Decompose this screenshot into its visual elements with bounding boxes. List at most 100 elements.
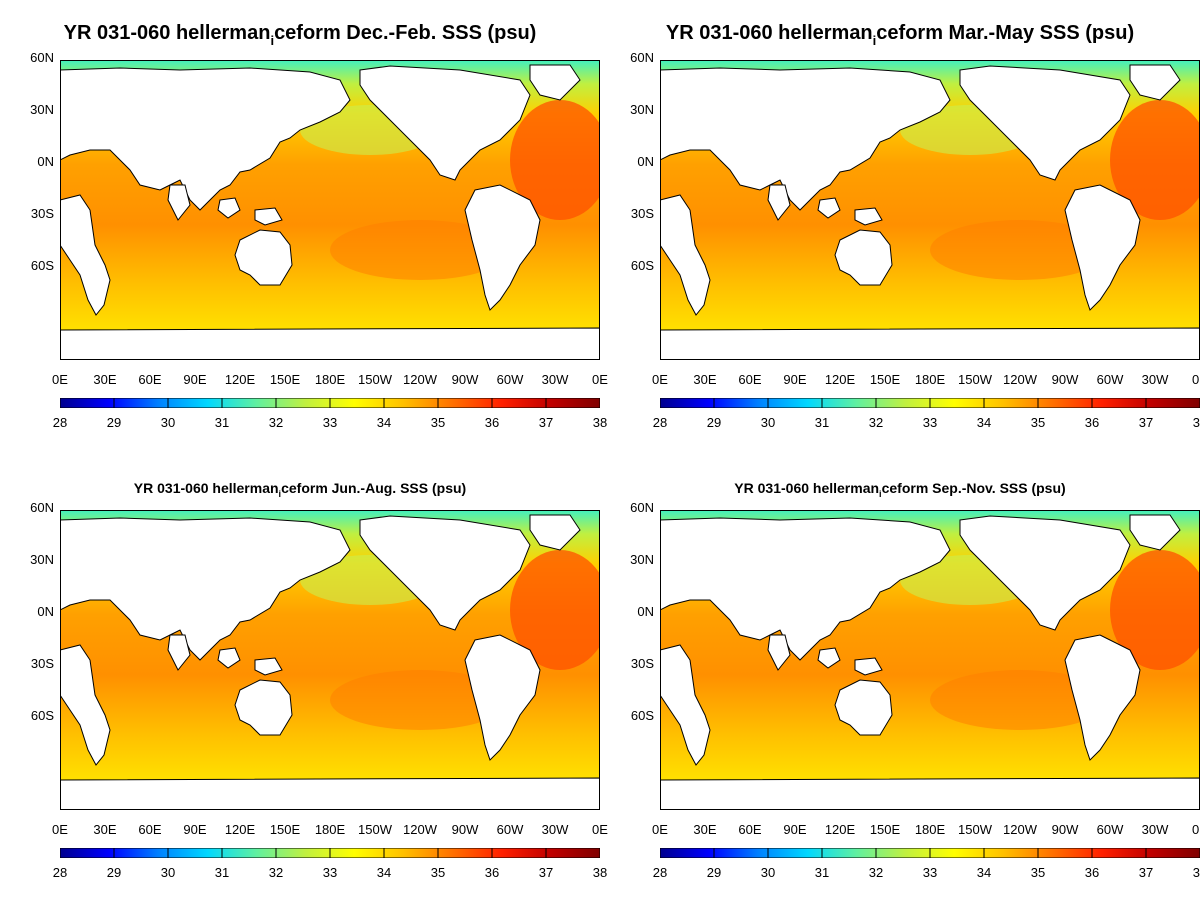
land-mass <box>60 194 111 316</box>
colorbar-tick-label: 33 <box>922 415 938 430</box>
colorbar-tick-label: 33 <box>922 865 938 880</box>
high-salinity-patch <box>330 670 510 730</box>
high-salinity-patch <box>330 220 510 280</box>
lat-tick-label: 30N <box>630 552 654 567</box>
colorbar <box>660 398 1200 408</box>
colorbar-tick-label: 38 <box>1192 415 1200 430</box>
lon-tick-label: 150W <box>958 822 992 837</box>
lon-tick-label: 90W <box>451 372 479 387</box>
land-mass <box>817 647 841 669</box>
lon-tick-label: 90W <box>1051 822 1079 837</box>
lon-tick-label: 150E <box>269 372 301 387</box>
lon-tick-label: 90E <box>183 822 207 837</box>
colorbar-tick-label: 29 <box>106 865 122 880</box>
high-salinity-patch <box>510 550 600 670</box>
colorbar-tick-label: 37 <box>1138 415 1154 430</box>
lon-tick-label: 30W <box>1141 372 1169 387</box>
lon-tick-label: 150W <box>358 822 392 837</box>
colorbar-tick-label: 37 <box>538 865 554 880</box>
lon-tick-label: 0E <box>652 822 668 837</box>
land-mass <box>834 679 893 736</box>
colorbar-tick-label: 30 <box>160 415 176 430</box>
lon-tick-label: 180E <box>914 822 946 837</box>
lon-tick-label: 0E <box>1192 372 1200 387</box>
lon-tick-label: 120E <box>824 372 856 387</box>
colorbar-tick-label: 32 <box>268 865 284 880</box>
lat-tick-label: 0N <box>637 604 654 619</box>
lon-tick-label: 0E <box>52 372 68 387</box>
lat-tick-label: 0N <box>637 154 654 169</box>
lon-tick-label: 60E <box>738 822 762 837</box>
lon-tick-label: 0E <box>592 372 608 387</box>
lat-tick-label: 30S <box>30 656 54 671</box>
land-mass <box>359 515 531 631</box>
lat-tick-label: 60N <box>630 50 654 65</box>
lon-tick-label: 60W <box>1096 822 1124 837</box>
map-panel-3: YR 031-060 hellermaniceform Jun.-Aug. SS… <box>0 450 608 900</box>
high-salinity-patch <box>1110 550 1200 670</box>
land-mass <box>529 64 581 101</box>
title-part: YR 031-060 hellerman <box>665 22 873 44</box>
colorbar-tick-label: 29 <box>706 865 722 880</box>
colorbar-tick-label: 34 <box>976 865 992 880</box>
colorbar-tick-label: 37 <box>1138 865 1154 880</box>
lat-tick-label: 30S <box>30 206 54 221</box>
lon-tick-label: 60W <box>1096 372 1124 387</box>
title-subscript: i <box>879 489 882 500</box>
colorbar-tick-label: 34 <box>376 865 392 880</box>
map-panel-4: YR 031-060 hellermaniceform Sep.-Nov. SS… <box>600 450 1200 900</box>
colorbar-tick-label: 31 <box>214 415 230 430</box>
lon-tick-label: 60E <box>738 372 762 387</box>
salinity-map <box>60 510 600 810</box>
lat-tick-label: 0N <box>37 604 54 619</box>
lon-tick-label: 30E <box>93 822 117 837</box>
lat-tick-label: 60S <box>30 258 54 273</box>
land-mass <box>167 184 191 221</box>
panel-title: YR 031-060 hellermaniceform Mar.-May SSS… <box>600 22 1200 48</box>
title-subscript: i <box>278 489 282 500</box>
land-mass <box>854 207 883 226</box>
colorbar-tick-label: 30 <box>760 865 776 880</box>
land-mass <box>60 644 111 766</box>
lon-tick-label: 90W <box>451 822 479 837</box>
land-mass <box>854 657 883 676</box>
lon-tick-label: 60W <box>496 372 524 387</box>
land-mass <box>660 517 951 661</box>
colorbar-tick-label: 35 <box>430 865 446 880</box>
land-mass <box>60 327 600 360</box>
land-mass <box>60 517 351 661</box>
lon-tick-label: 30W <box>541 372 569 387</box>
land-mass <box>660 327 1200 360</box>
salinity-map <box>660 60 1200 360</box>
land-mass <box>660 194 711 316</box>
lon-tick-label: 120W <box>1003 822 1037 837</box>
lon-tick-label: 120E <box>224 822 256 837</box>
colorbar-tick-label: 32 <box>268 415 284 430</box>
lon-tick-label: 180E <box>914 372 946 387</box>
land-mass <box>1129 64 1181 101</box>
land-mass <box>60 777 600 810</box>
land-mass <box>959 65 1131 181</box>
land-mass <box>1064 634 1141 761</box>
colorbar-tick-label: 33 <box>322 865 338 880</box>
panel-title: YR 031-060 hellermaniceform Dec.-Feb. SS… <box>0 22 600 48</box>
land-mass <box>1129 514 1181 551</box>
lon-tick-label: 90E <box>783 372 807 387</box>
lat-tick-label: 30S <box>630 206 654 221</box>
lon-tick-label: 120E <box>224 372 256 387</box>
land-mass <box>254 657 283 676</box>
land-mass <box>217 197 241 219</box>
lat-tick-label: 30N <box>630 102 654 117</box>
lon-tick-label: 30W <box>1141 822 1169 837</box>
colorbar-tick-label: 36 <box>1084 865 1100 880</box>
colorbar-tick-label: 28 <box>652 865 668 880</box>
title-part: ceform Sep.-Nov. SSS (psu) <box>881 480 1066 496</box>
lon-tick-label: 60E <box>138 822 162 837</box>
colorbar-tick-label: 31 <box>814 865 830 880</box>
land-mass <box>834 229 893 286</box>
colorbar-tick-label: 30 <box>160 865 176 880</box>
lon-tick-label: 30E <box>693 822 717 837</box>
colorbar-tick-label: 34 <box>976 415 992 430</box>
high-salinity-patch <box>510 100 600 220</box>
land-mass <box>767 184 791 221</box>
